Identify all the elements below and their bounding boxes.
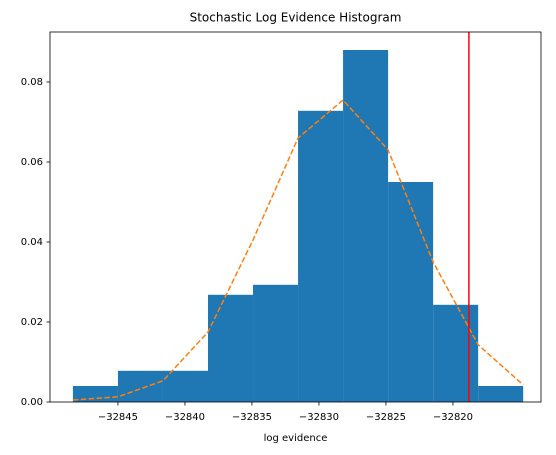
chart-title: Stochastic Log Evidence Histogram	[190, 11, 402, 25]
density-line	[72, 98, 524, 401]
histogram-bar	[162, 370, 208, 402]
histogram-bar	[117, 370, 163, 402]
x-tick-label: −32845	[98, 412, 138, 423]
y-tick-label: 0.08	[21, 77, 43, 88]
histogram-bar	[72, 386, 118, 402]
x-tick-label: −32820	[433, 412, 473, 423]
y-tick-label: 0.04	[21, 237, 43, 248]
x-axis-label: log evidence	[264, 433, 328, 444]
histogram-bar	[388, 182, 434, 402]
y-tick-label: 0.06	[21, 157, 43, 168]
histogram-bar	[298, 110, 344, 403]
histogram-bar	[343, 50, 389, 402]
histogram-bar	[253, 284, 299, 402]
x-tick-label: −32825	[366, 412, 406, 423]
histogram-bar	[433, 304, 479, 402]
y-tick-label: 0.02	[21, 317, 43, 328]
x-tick-label: −32835	[232, 412, 272, 423]
plot-frame	[49, 31, 542, 403]
x-tick-label: −32830	[299, 412, 339, 423]
histogram-bar	[207, 294, 254, 402]
histogram-bar	[478, 386, 524, 402]
x-tick-label: −32840	[165, 412, 205, 423]
y-tick-label: 0.00	[21, 397, 43, 408]
